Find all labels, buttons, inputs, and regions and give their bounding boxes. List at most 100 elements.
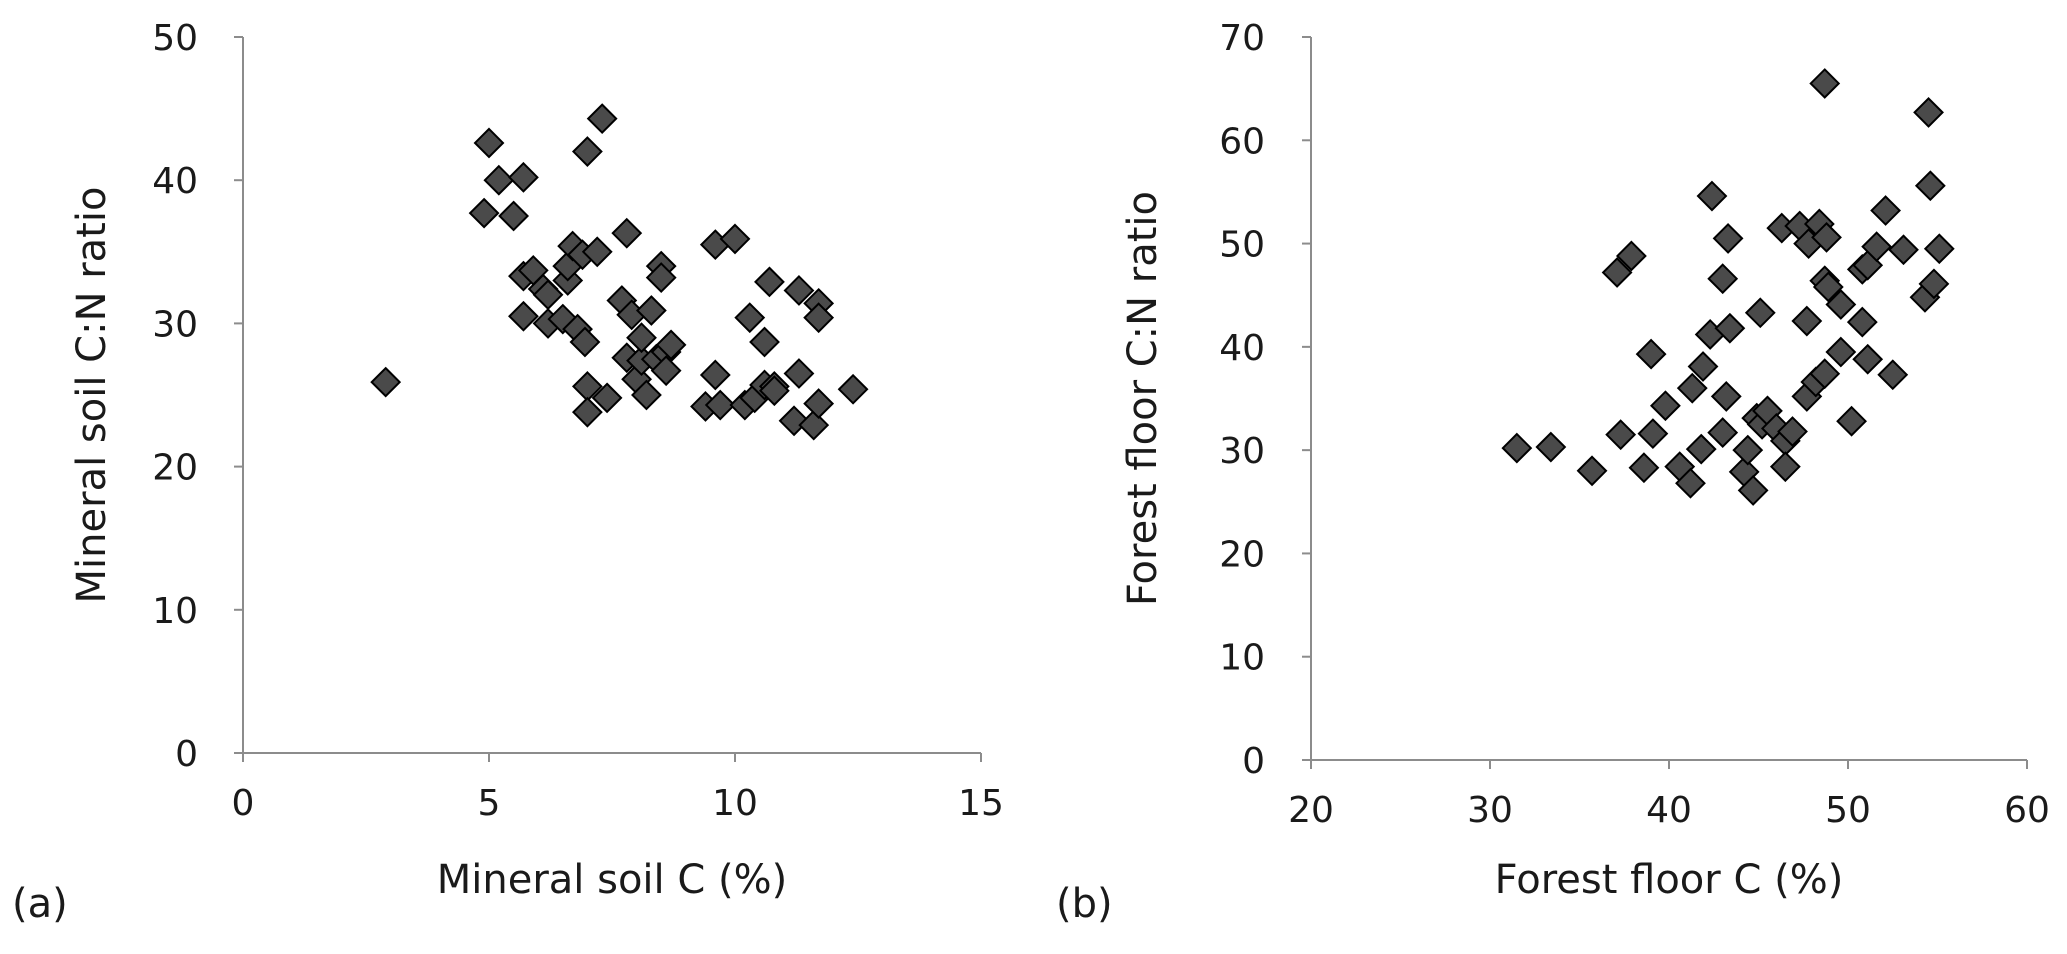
scatter-panel-b: 0 10 20 30 40 50 60 70 20 30 40 50 60 Forest floor C …: [1056, 18, 2050, 927]
data-point: [569, 326, 601, 358]
y-tick-label: 10: [1219, 638, 1265, 679]
data-point: [645, 262, 677, 293]
y-tick-label: 60: [1219, 121, 1265, 162]
data-point: [1737, 475, 1769, 506]
data-point: [758, 375, 790, 407]
data-point: [1576, 455, 1608, 487]
data-point: [1732, 434, 1764, 466]
data-point: [798, 409, 830, 441]
data-point: [1676, 372, 1708, 404]
x-tick-label: 50: [1825, 790, 1871, 831]
panel-label: (a): [12, 881, 68, 927]
data-point: [508, 161, 539, 193]
data-point: [1809, 68, 1841, 99]
data-point: [1825, 289, 1857, 320]
data-point: [1846, 306, 1878, 338]
y-tick-label: 40: [1219, 328, 1265, 369]
x-tick-label: 40: [1646, 790, 1692, 831]
data-point: [1605, 419, 1637, 451]
data-point: [1812, 271, 1844, 303]
x-tick-label: 15: [958, 783, 1004, 824]
x-tick-label: 10: [712, 783, 758, 824]
data-point: [803, 388, 835, 420]
data-point: [1861, 231, 1893, 263]
data-point: [1918, 268, 1950, 300]
x-axis-title: Mineral soil C (%): [437, 857, 788, 903]
data-point: [754, 266, 785, 298]
x-tick-label: 5: [478, 783, 501, 824]
data-point: [586, 103, 618, 135]
y-tick-label: 20: [1219, 534, 1265, 575]
data-point: [591, 382, 623, 414]
y-tick-label: 30: [152, 304, 198, 345]
panel-label: (b): [1056, 881, 1113, 927]
x-tick-label: 0: [232, 783, 255, 824]
data-point: [1615, 240, 1647, 272]
data-point: [1687, 351, 1719, 382]
y-axis-title: Forest floor C:N ratio: [1120, 191, 1166, 606]
data-point: [571, 136, 603, 167]
y-tick-label: 0: [1242, 741, 1265, 782]
data-point: [783, 275, 815, 306]
scatter-panel-a: 0 10 20 30 40 50 0 5 10 15 Mineral soil C (%) Miner…: [12, 18, 1004, 927]
data-point: [1685, 433, 1717, 465]
data-point: [1535, 431, 1567, 463]
y-tick-label: 20: [152, 448, 198, 489]
data-point: [508, 300, 539, 332]
data-point: [611, 217, 643, 249]
data-point: [1744, 297, 1776, 329]
data-point: [468, 197, 500, 229]
data-point: [1914, 170, 1946, 202]
data-point: [1650, 390, 1681, 422]
x-tick-label: 30: [1467, 790, 1513, 831]
data-point: [483, 164, 515, 196]
data-point: [734, 302, 766, 334]
data-point: [626, 322, 657, 354]
data-point: [783, 358, 815, 389]
x-tick-label: 60: [2004, 790, 2050, 831]
data-point: [1769, 451, 1801, 483]
data-point: [1888, 234, 1919, 266]
data-point: [473, 127, 505, 159]
data-point: [1707, 417, 1739, 448]
y-axis-title: Mineral soil C:N ratio: [69, 187, 115, 604]
data-point: [498, 200, 530, 232]
data-point: [1712, 222, 1744, 254]
data-point: [1675, 467, 1706, 499]
data-point: [1811, 221, 1842, 253]
data-point: [581, 236, 613, 268]
y-tick-label: 10: [152, 591, 198, 632]
data-point: [1825, 336, 1857, 368]
data-point: [650, 355, 682, 387]
data-point: [1870, 195, 1902, 226]
y-tick-label: 70: [1219, 18, 1265, 59]
data-point: [1777, 416, 1808, 447]
x-axis-title: Forest floor C (%): [1495, 857, 1844, 903]
data-point: [1601, 257, 1633, 288]
y-tick-label: 50: [1219, 225, 1265, 266]
data-point: [655, 329, 687, 361]
data-point: [1877, 359, 1909, 391]
data-point: [1710, 381, 1742, 412]
data-point: [635, 295, 667, 326]
y-tick-label: 30: [1219, 431, 1265, 472]
y-tick-label: 40: [152, 161, 198, 202]
data-point: [370, 366, 402, 398]
y-tick-label: 0: [175, 734, 198, 775]
data-point: [1852, 343, 1884, 375]
data-point: [719, 223, 751, 255]
data-point: [1637, 418, 1669, 450]
data-point: [803, 302, 835, 334]
data-point: [704, 389, 736, 421]
data-point: [1628, 452, 1660, 484]
data-point: [1696, 180, 1728, 212]
data-point: [1707, 263, 1739, 295]
data-point: [1923, 233, 1955, 265]
data-point: [837, 373, 869, 405]
data-point: [699, 359, 731, 391]
data-point: [571, 396, 603, 428]
data-point: [1809, 358, 1841, 390]
x-tick-label: 20: [1288, 790, 1334, 831]
data-point: [749, 326, 780, 358]
